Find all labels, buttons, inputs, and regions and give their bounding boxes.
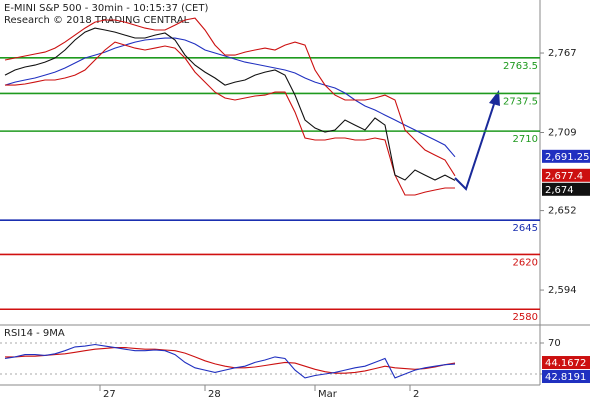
x-tick-label: 28 (208, 389, 221, 400)
y-tick-label: 2,594 (548, 285, 577, 296)
level-label: 2710 (513, 134, 538, 145)
series-line (4, 17, 456, 177)
x-tick-label: 27 (103, 389, 116, 400)
y-tick-label: 2,767 (548, 48, 577, 59)
value-tag-label: 2,691.25 (545, 152, 590, 163)
y-tick-label: 2,652 (548, 206, 577, 217)
chart-title: E-MINI S&P 500 - 30min - 10:15:37 (CET) (4, 3, 208, 14)
series-line (4, 27, 456, 181)
value-tag-label: 44.1672 (545, 358, 586, 369)
series-line (5, 41, 455, 196)
series-line (4, 343, 456, 379)
series-line (5, 347, 456, 374)
indicator-title: RSI14 - 9MA (4, 328, 65, 339)
level-label: 2737.5 (503, 96, 538, 107)
level-label: 2645 (513, 223, 538, 234)
value-tag (542, 182, 590, 196)
y-tick-label: 70 (548, 338, 561, 349)
chart-subtitle: Research © 2018 TRADING CENTRAL (4, 15, 190, 26)
value-tag (542, 149, 590, 163)
value-tag (542, 356, 590, 370)
value-tag (542, 168, 590, 182)
value-tag (542, 370, 590, 384)
x-tick-label: Mar (318, 389, 338, 400)
level-label: 2580 (513, 312, 538, 323)
level-label: 2620 (513, 257, 538, 268)
level-label: 2763.5 (503, 61, 538, 72)
value-tag-label: 42.8191 (545, 372, 586, 383)
x-tick-label: 2 (413, 389, 419, 400)
value-tag-label: 2,677.4 (545, 171, 583, 182)
y-tick-label: 2,709 (548, 127, 577, 138)
series-line (4, 37, 456, 158)
forecast-arrow (454, 97, 497, 191)
value-tag-label: 2,674 (545, 185, 574, 196)
